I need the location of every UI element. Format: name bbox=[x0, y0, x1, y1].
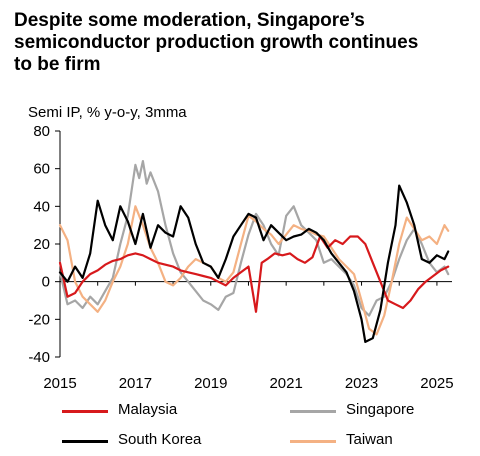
series-line-taiwan bbox=[58, 205, 450, 336]
chart-title: Despite some moderation, Singapore’s sem… bbox=[14, 10, 474, 76]
y-tick-label: 0 bbox=[42, 274, 50, 291]
x-tick-label: 2015 bbox=[43, 375, 76, 392]
series-line-south-korea bbox=[58, 184, 450, 343]
chart-title-line-2: semiconductor production growth continue… bbox=[14, 32, 419, 53]
chart-title-line-1: Despite some moderation, Singapore’s bbox=[14, 10, 365, 31]
legend-swatch-malaysia bbox=[62, 410, 108, 413]
x-tick-label: 2017 bbox=[119, 375, 152, 392]
x-tick-label: 2019 bbox=[194, 375, 227, 392]
chart-title-line-3: to be firm bbox=[14, 54, 101, 75]
x-tick-label: 2025 bbox=[420, 375, 453, 392]
x-tick-label: 2021 bbox=[269, 375, 302, 392]
y-axis-label: Semi IP, % y-o-y, 3mma bbox=[28, 104, 187, 121]
y-tick-label: -40 bbox=[28, 349, 50, 366]
legend-swatch-south-korea bbox=[62, 440, 108, 443]
legend-swatch-taiwan bbox=[290, 440, 336, 443]
y-tick-label: -20 bbox=[28, 311, 50, 328]
legend-label-south-korea: South Korea bbox=[118, 431, 202, 448]
y-tick-label: 20 bbox=[33, 236, 50, 253]
y-tick-label: 60 bbox=[33, 161, 50, 178]
legend-label-singapore: Singapore bbox=[346, 401, 415, 418]
y-tick-label: 40 bbox=[33, 198, 50, 215]
legend-label-taiwan: Taiwan bbox=[346, 431, 393, 448]
x-tick-label: 2023 bbox=[345, 375, 378, 392]
legend-label-malaysia: Malaysia bbox=[118, 401, 178, 418]
legend-swatch-singapore bbox=[290, 410, 336, 413]
y-tick-label: 80 bbox=[33, 123, 50, 140]
series-line-singapore bbox=[58, 160, 450, 317]
